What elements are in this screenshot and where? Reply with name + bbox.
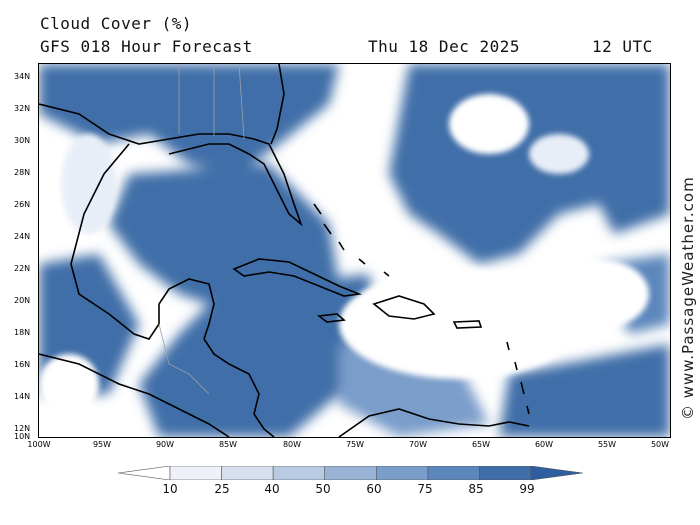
lat-label-32n: 32N [14,104,31,113]
clear-patch-pacific [39,354,99,414]
lat-label-18n: 18N [14,328,31,337]
clear-patch-2 [529,134,589,174]
legend-label-85: 85 [468,482,484,496]
legend-swatch-2 [221,465,274,481]
lat-label-30n: 30N [14,136,31,145]
forecast-subtitle: GFS 018 Hour Forecast [40,37,253,56]
cloud-mass-gulf-south [109,164,339,324]
coastline-cuba [232,258,363,297]
legend-label-25: 25 [214,482,230,496]
cloud-field [39,64,670,437]
legend-swatch-4 [324,465,377,481]
lat-label-10n: 10N [14,432,31,441]
coastline-south-america [338,408,530,437]
coastline-bahamas [313,203,390,277]
legend-swatch-5 [375,465,429,481]
lat-label-20n: 20N [14,296,31,305]
legend-swatch-6 [427,465,480,481]
legend-label-40: 40 [264,482,280,496]
coastline-mexico [70,143,215,340]
legend-swatch-high [530,465,584,481]
coastline-lesser-antilles [506,341,530,415]
cloud-mass-gulf-north [39,64,339,174]
lat-label-28n: 28N [14,168,31,177]
lat-label-24n: 24N [14,232,31,241]
cloud-mass-central-america [139,274,379,437]
color-legend [117,465,584,481]
lon-label-95w: 95W [92,440,112,449]
legend-swatch-3 [272,465,326,481]
coastline-pacific [39,353,230,437]
forecast-date: Thu 18 Dec 2025 [368,37,520,56]
cloud-mass-southeast [499,344,670,437]
legend-label-75: 75 [417,482,433,496]
forecast-time: 12 UTC [592,37,653,56]
cloud-cover-map [38,63,671,438]
legend-label-99: 99 [519,482,535,496]
clear-patch-east [549,259,649,329]
clear-patch-caribbean [339,269,579,379]
lon-label-60w: 60W [534,440,554,449]
legend-label-50: 50 [315,482,331,496]
coastline-puerto-rico [452,320,483,329]
legend-label-10: 10 [162,482,178,496]
lat-label-22n: 22N [14,264,31,273]
clear-patch-1 [449,94,529,154]
legend-swatch-1 [169,465,222,481]
lon-label-50w: 50W [650,440,670,449]
lon-label-70w: 70W [408,440,428,449]
legend-swatch-7 [479,465,532,481]
lat-label-34n: 34N [14,72,31,81]
map-canvas [39,64,670,437]
lon-label-80w: 80W [282,440,302,449]
coastline-us-gulf [39,103,303,227]
lat-label-14n: 14N [14,392,31,401]
lat-label-16n: 16N [14,360,31,369]
site-watermark: © www.PassageWeather.com [679,176,697,420]
coastline-us-atlantic [270,64,285,145]
coastlines [39,64,530,437]
map-title: Cloud Cover (%) [40,14,192,33]
legend-bar [117,465,584,481]
lon-label-85w: 85W [218,440,238,449]
legend-swatch-low [117,465,171,481]
legend-label-60: 60 [366,482,382,496]
lon-label-100w: 100W [27,440,51,449]
us-state-borders [178,64,245,140]
coastline-central-america [203,338,275,437]
clear-patch-gulf-west [61,134,117,234]
lon-label-90w: 90W [155,440,175,449]
cloud-mass-north-atlantic [389,64,670,264]
lon-label-65w: 65W [471,440,491,449]
central-america-borders [158,323,210,395]
lat-label-12n: 12N [14,424,31,433]
lat-label-26n: 26N [14,200,31,209]
coastline-hispaniola [372,295,436,320]
coastline-jamaica [316,313,346,323]
lon-label-75w: 75W [345,440,365,449]
lon-label-55w: 55W [597,440,617,449]
borders [158,64,245,395]
